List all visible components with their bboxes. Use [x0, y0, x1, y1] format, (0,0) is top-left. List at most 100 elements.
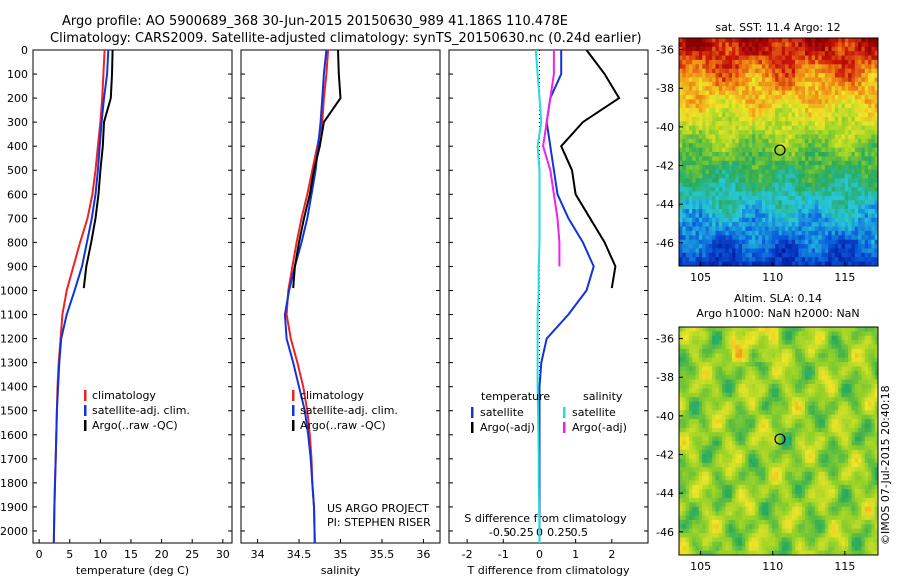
map-cell — [861, 59, 866, 65]
map-cell — [834, 366, 839, 372]
map-cell — [838, 340, 842, 345]
map-cell — [742, 230, 746, 236]
map-cell — [775, 239, 779, 245]
map-cell — [775, 86, 779, 92]
map-cell — [742, 239, 746, 245]
map-cell — [742, 112, 746, 118]
map-cell — [795, 95, 799, 100]
map-cell — [712, 257, 716, 263]
map-cell — [679, 156, 683, 162]
map-cell — [768, 173, 773, 179]
map-cell — [682, 77, 687, 83]
map-cell — [732, 397, 736, 402]
map-cell — [738, 51, 743, 56]
map-cell — [718, 134, 723, 140]
map-cell — [824, 138, 829, 144]
map-cell — [705, 239, 710, 245]
map-cell — [745, 200, 750, 206]
map-cell — [755, 73, 759, 78]
map-cell — [682, 353, 687, 359]
map-cell — [751, 370, 756, 376]
map-cell — [682, 187, 687, 192]
map-cell — [712, 222, 716, 227]
map-cell — [791, 375, 796, 381]
map-cell — [688, 169, 693, 175]
map-cell — [828, 182, 832, 188]
map-cell — [718, 357, 723, 363]
map-cell — [791, 73, 796, 78]
map-cell — [811, 252, 816, 258]
map-cell — [824, 222, 829, 227]
map-cell — [818, 384, 823, 389]
map-cell — [738, 344, 743, 350]
map-cell — [728, 222, 733, 227]
map-cell — [682, 73, 687, 78]
map-cell — [861, 195, 866, 201]
map-cell — [718, 379, 723, 385]
map-cell — [682, 217, 687, 223]
map-cell — [811, 121, 816, 127]
map-cell — [732, 182, 736, 188]
map-cell — [831, 244, 836, 249]
map-cell — [708, 46, 713, 52]
map-cell — [685, 235, 690, 241]
map-cell — [861, 90, 866, 96]
map-cell — [751, 191, 756, 197]
map-cell — [761, 182, 766, 188]
map-cell — [781, 357, 786, 363]
map-cell — [785, 103, 789, 109]
map-cell — [814, 204, 819, 210]
legend-swatch-diff — [471, 407, 474, 418]
map-cell — [761, 169, 766, 175]
map-cell — [834, 357, 839, 363]
map-cell — [692, 427, 696, 433]
map-cell — [705, 384, 710, 389]
map-cell — [712, 239, 716, 245]
map-cell — [851, 121, 856, 127]
map-cell — [791, 116, 796, 122]
map-cell — [791, 222, 796, 227]
map-cell — [814, 59, 819, 65]
map-cell — [725, 436, 730, 442]
map-cell — [712, 217, 716, 223]
map-cell — [805, 99, 809, 105]
map-cell — [864, 182, 869, 188]
map-cell — [831, 112, 836, 118]
map-cell — [718, 414, 723, 420]
map-cell — [858, 42, 862, 48]
map-cell — [738, 95, 743, 100]
map-cell — [861, 143, 866, 149]
map-cell — [732, 410, 736, 416]
map-cell — [818, 222, 823, 227]
map-cell — [781, 335, 786, 341]
map-cell — [692, 248, 696, 254]
map-cell — [722, 366, 726, 372]
map-cell — [702, 95, 706, 100]
map-cell — [814, 191, 819, 197]
map-cell — [834, 152, 839, 157]
map-cell — [821, 59, 826, 65]
map-cell — [688, 401, 693, 407]
map-cell — [805, 379, 809, 385]
map-cell — [851, 95, 856, 100]
map-cell — [705, 362, 710, 367]
map-cell — [692, 51, 696, 56]
map-cell — [791, 200, 796, 206]
map-cell — [705, 42, 710, 48]
map-cell — [861, 348, 866, 354]
map-cell — [765, 235, 769, 241]
map-cell — [805, 257, 809, 263]
map-cell — [824, 388, 829, 394]
map-cell — [851, 213, 856, 219]
map-cell — [725, 244, 730, 249]
map-cell — [828, 397, 832, 402]
map-cell — [778, 125, 783, 131]
map-x-tick-label: 105 — [690, 271, 711, 284]
map-cell — [692, 344, 696, 350]
map-cell — [732, 331, 736, 337]
map-cell — [748, 379, 753, 385]
map-cell — [692, 239, 696, 245]
map-cell — [854, 370, 859, 376]
map-cell — [715, 340, 720, 345]
map-cell — [795, 59, 799, 65]
